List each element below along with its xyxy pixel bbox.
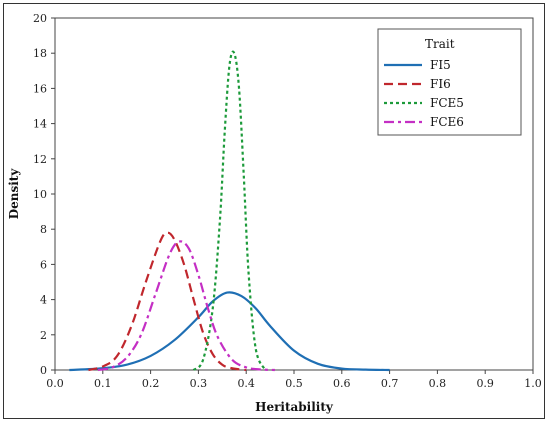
y-tick-label: 0 bbox=[40, 364, 47, 377]
x-axis-title: Heritability bbox=[255, 400, 334, 414]
y-tick-label: 14 bbox=[33, 118, 47, 131]
series-lines bbox=[69, 50, 390, 372]
axis-ticks: 0.0 0.1 0.2 0.3 0.4 0.5 0.6 0.7 0.8 0.9 1.0 0 2 4 6 8 10… bbox=[33, 12, 542, 390]
legend-label-fi5: FI5 bbox=[430, 58, 451, 72]
y-tick-label: 8 bbox=[40, 223, 47, 236]
x-tick-label: 0.4 bbox=[237, 377, 255, 390]
x-tick-label: 0.6 bbox=[333, 377, 351, 390]
legend-box bbox=[377, 28, 522, 136]
chart-frame bbox=[3, 3, 545, 419]
series-line-fi6 bbox=[88, 231, 247, 372]
x-tick-label: 0.8 bbox=[429, 377, 447, 390]
x-tick-label: 0.1 bbox=[94, 377, 112, 390]
series-line-fce5 bbox=[192, 50, 267, 371]
y-tick-label: 6 bbox=[40, 258, 47, 271]
series-line-fi5 bbox=[69, 291, 390, 372]
legend-title: Trait bbox=[425, 37, 455, 51]
x-tick-label: 0.0 bbox=[46, 377, 64, 390]
y-tick-label: 20 bbox=[33, 12, 47, 25]
legend-label-fi6: FI6 bbox=[430, 77, 451, 91]
y-axis-title: Density bbox=[7, 168, 21, 220]
y-tick-label: 4 bbox=[40, 294, 47, 307]
x-tick-label: 0.7 bbox=[381, 377, 399, 390]
x-tick-label: 0.2 bbox=[142, 377, 160, 390]
legend-items: FI5 FI6 FCE5 FCE6 bbox=[384, 58, 464, 129]
y-tick-label: 18 bbox=[33, 47, 47, 60]
series-line-fce6 bbox=[97, 240, 275, 372]
y-tick-label: 2 bbox=[40, 329, 47, 342]
x-tick-label: 0.5 bbox=[285, 377, 303, 390]
legend-label-fce5: FCE5 bbox=[430, 96, 464, 110]
x-tick-label: 0.3 bbox=[190, 377, 208, 390]
y-tick-label: 16 bbox=[33, 82, 47, 95]
x-tick-label: 1.0 bbox=[524, 377, 542, 390]
legend-label-fce6: FCE6 bbox=[430, 115, 464, 129]
legend: Trait FI5 FI6 FCE5 FCE6 bbox=[377, 28, 522, 136]
y-tick-label: 10 bbox=[33, 188, 47, 201]
y-tick-label: 12 bbox=[33, 153, 47, 166]
x-tick-label: 0.9 bbox=[476, 377, 494, 390]
